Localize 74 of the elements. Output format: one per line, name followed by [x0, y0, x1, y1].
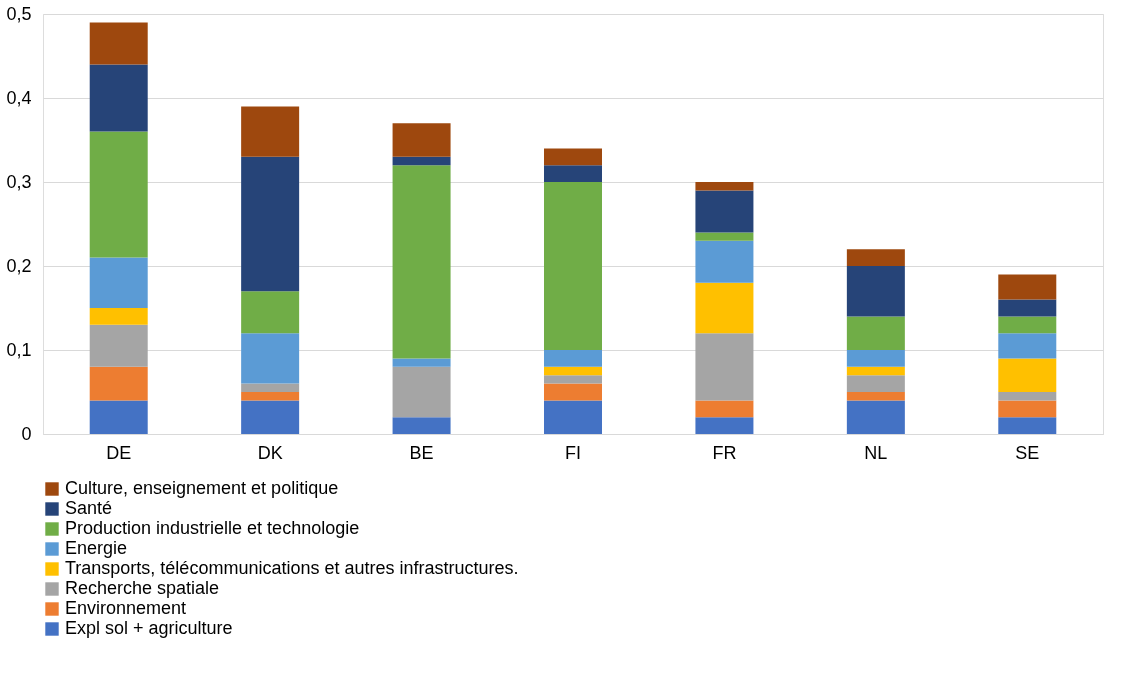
bar: [241, 333, 300, 384]
bar: [695, 282, 754, 334]
bar: [544, 400, 602, 434]
x-tick-label: NL: [864, 442, 888, 463]
x-tick-label: FI: [565, 442, 581, 463]
x-tick-label: BE: [409, 442, 434, 463]
bar: [544, 350, 602, 367]
x-tick-label: FR: [712, 442, 737, 463]
bar: [846, 366, 905, 376]
bar: [544, 165, 602, 182]
bar: [544, 375, 602, 384]
bar: [695, 232, 754, 241]
bar: [392, 358, 451, 367]
bar: [695, 240, 754, 283]
x-tick-label: DK: [257, 442, 283, 463]
bar: [695, 182, 754, 191]
bar: [241, 106, 300, 157]
bar: [846, 316, 905, 350]
bar: [695, 400, 754, 418]
bar: [241, 383, 300, 392]
bar: [998, 392, 1057, 401]
bar: [89, 308, 148, 325]
bar: [241, 392, 300, 401]
bar: [241, 291, 300, 334]
bar: [89, 324, 148, 367]
bar: [846, 266, 905, 317]
legend-label: Production industrielle et technologie: [65, 518, 360, 538]
bar: [544, 383, 602, 401]
bar: [695, 417, 754, 434]
y-tick-label: 0,5: [6, 3, 32, 24]
bar: [846, 392, 905, 401]
y-tick-label: 0,3: [6, 171, 32, 192]
x-tick-label: SE: [1015, 442, 1040, 463]
bar: [998, 299, 1057, 317]
bar: [998, 400, 1057, 418]
y-tick-label: 0,2: [6, 255, 32, 276]
legend-label: Environnement: [65, 598, 187, 618]
legend-label: Recherche spatiale: [65, 578, 220, 598]
bar: [89, 400, 148, 434]
bar: [89, 366, 148, 401]
bar: [998, 333, 1057, 359]
y-tick-label: 0,1: [6, 339, 32, 360]
bar: [998, 358, 1057, 392]
bar: [392, 156, 451, 166]
bar: [89, 64, 148, 132]
bar: [998, 274, 1057, 300]
bar: [89, 257, 148, 308]
bar: [846, 400, 905, 434]
bar: [241, 156, 300, 292]
bar: [695, 333, 754, 401]
bar: [544, 366, 602, 376]
bar: [392, 366, 451, 418]
bar: [846, 350, 905, 367]
legend-label: Expl sol + agriculture: [65, 618, 233, 638]
bar: [998, 417, 1057, 434]
bar: [392, 417, 451, 434]
bar: [544, 148, 602, 166]
y-tick-label: 0: [21, 423, 32, 444]
bar: [392, 123, 451, 157]
x-tick-label: DE: [106, 442, 132, 463]
bar: [241, 400, 300, 434]
y-tick-label: 0,4: [6, 87, 32, 108]
bar: [544, 182, 602, 350]
bar: [392, 165, 451, 359]
legend-label: Transports, télécommunications et autres infrastructures.: [65, 558, 519, 578]
legend-label: Culture, enseignement et politique: [65, 478, 339, 498]
bar: [998, 316, 1057, 334]
bar: [89, 22, 148, 65]
legend-label: Energie: [65, 538, 128, 558]
bar: [846, 375, 905, 392]
bar: [89, 131, 148, 258]
legend-label: Santé: [65, 498, 113, 518]
bar: [846, 249, 905, 266]
bar: [695, 190, 754, 233]
